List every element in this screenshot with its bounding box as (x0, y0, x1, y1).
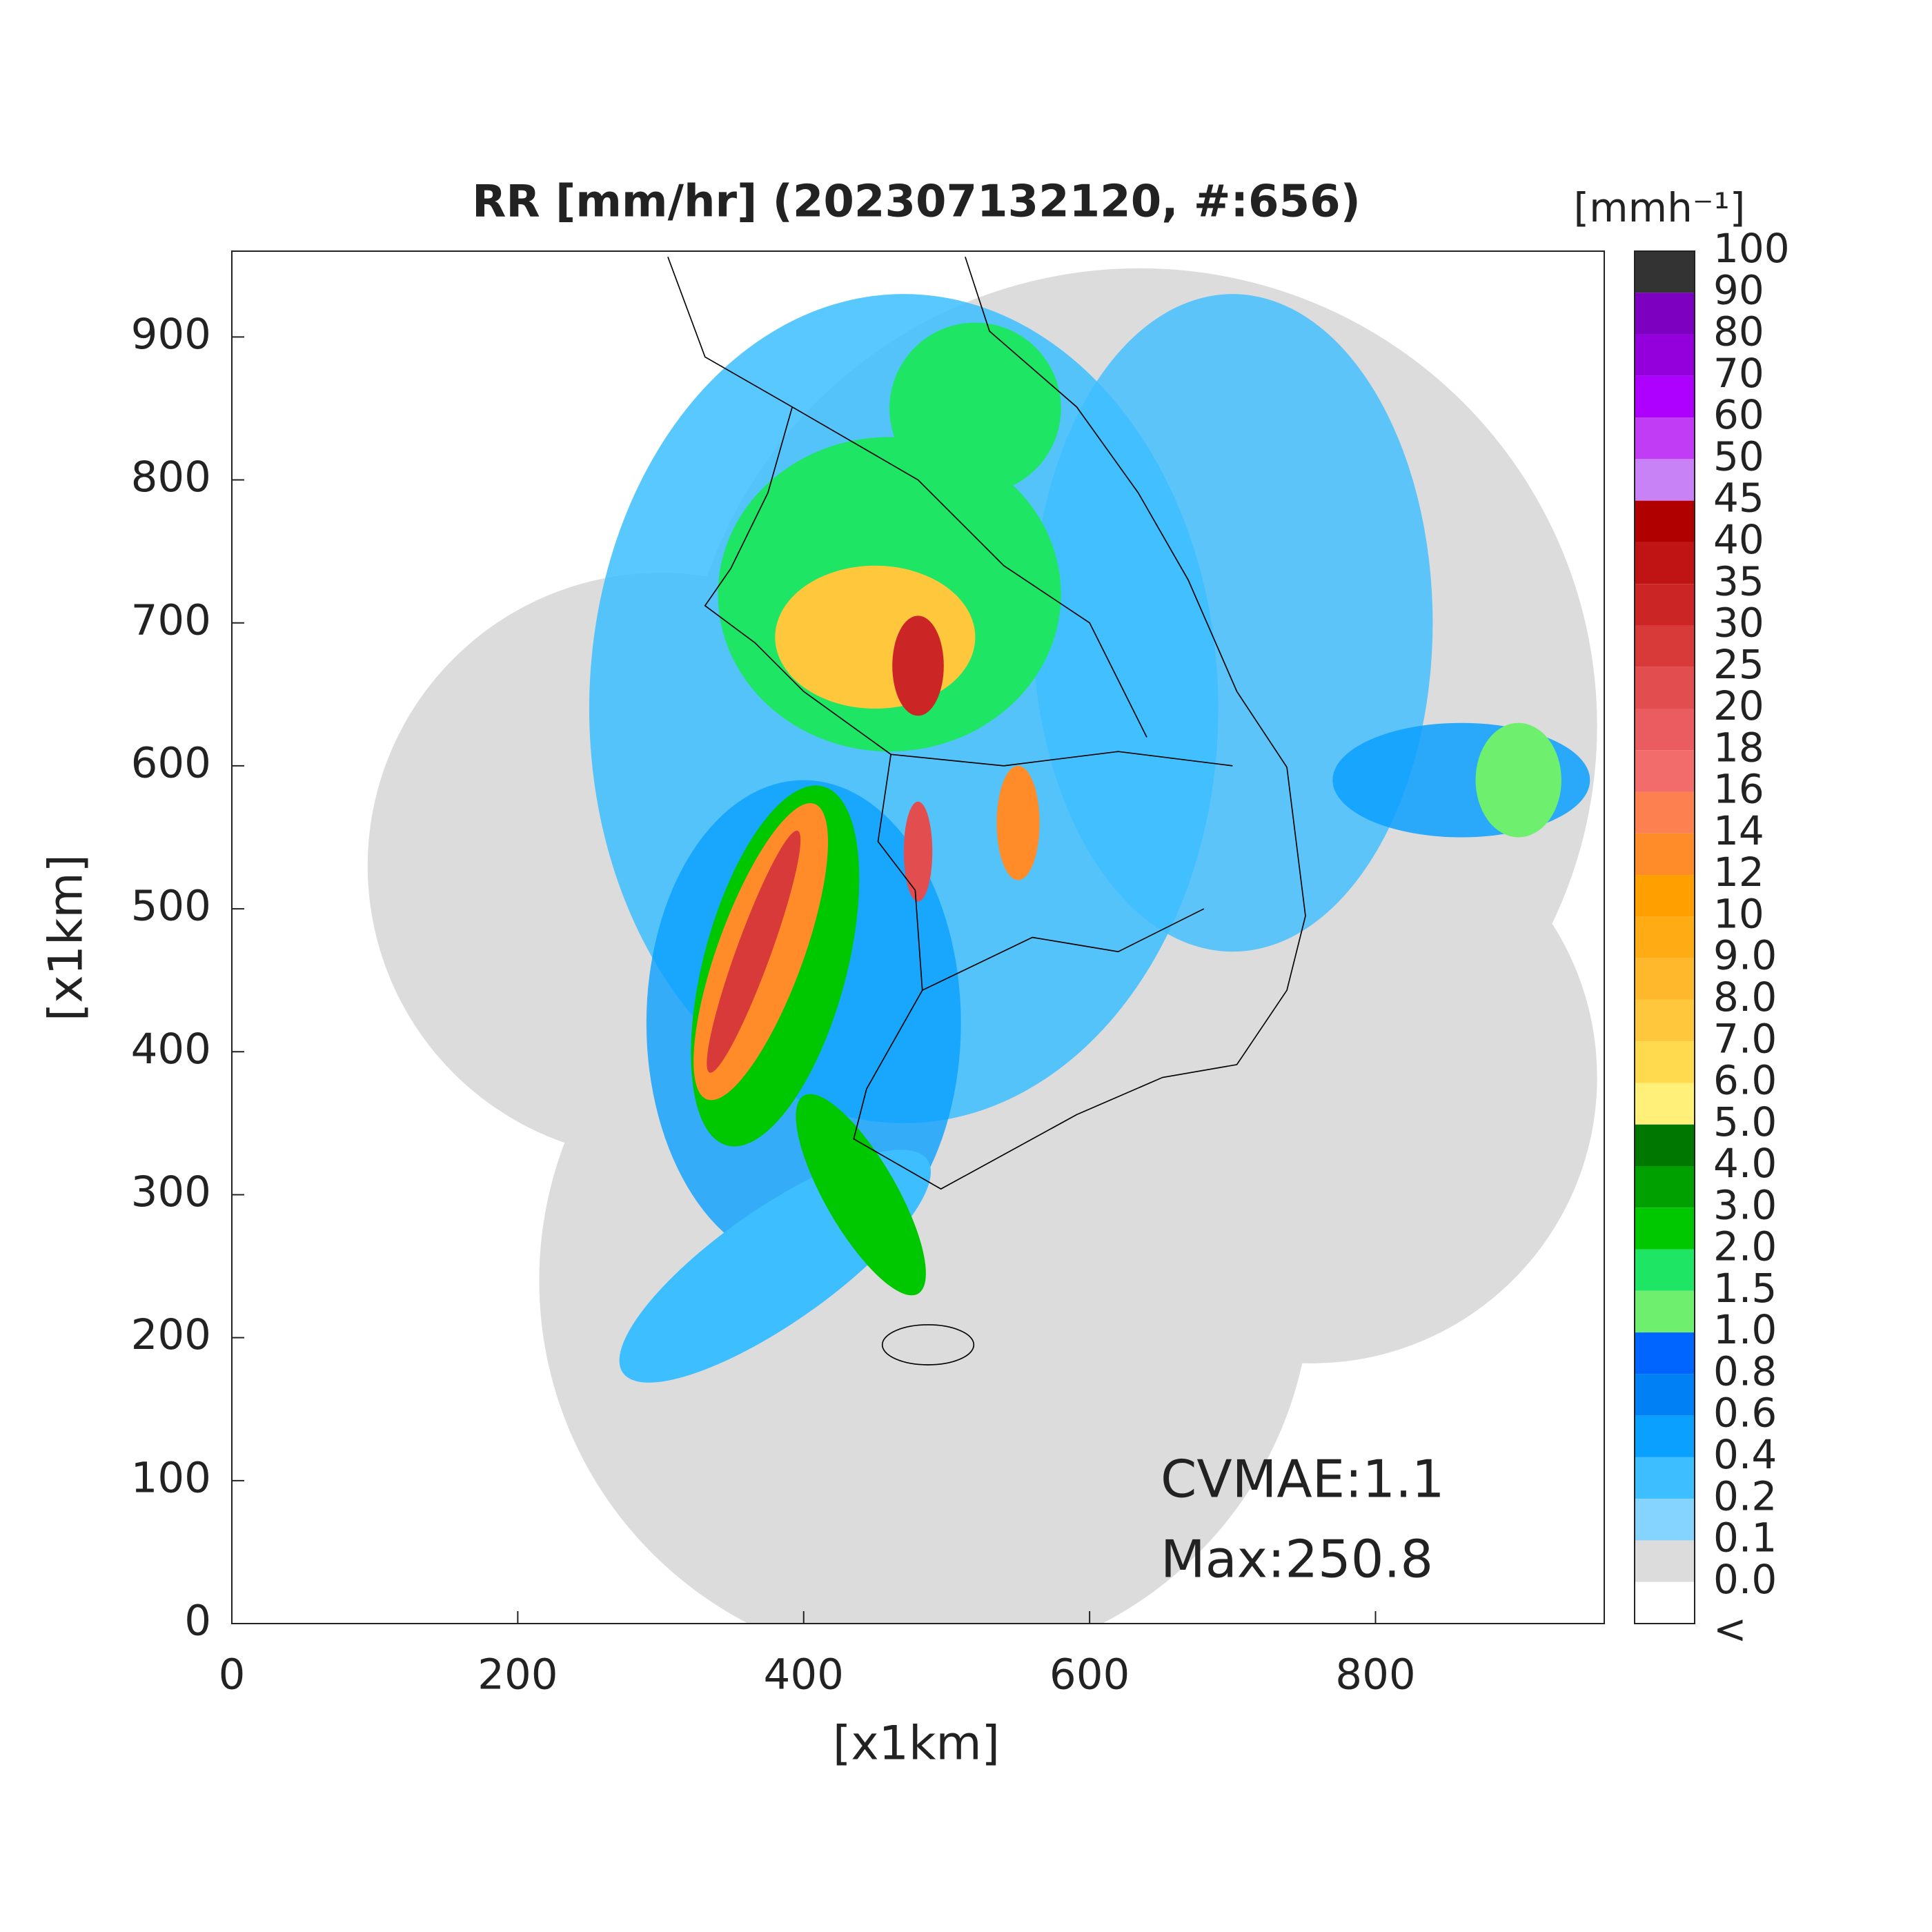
y-tick-label: 700 (131, 595, 211, 644)
annotation: CVMAE:1.1 (1161, 1449, 1445, 1510)
colorbar-under-label: < (1713, 1606, 1747, 1653)
colorbar-box (1635, 375, 1695, 418)
colorbar-box (1635, 334, 1695, 376)
colorbar-tick-label: 4.0 (1713, 1140, 1777, 1187)
colorbar-box (1635, 1208, 1695, 1250)
colorbar-tick-label: 60 (1713, 391, 1764, 438)
colorbar-tick-label: 2.0 (1713, 1223, 1777, 1270)
colorbar-label: [mmh⁻¹] (1574, 184, 1746, 231)
colorbar-tick-label: 1.5 (1713, 1265, 1777, 1312)
colorbar-box (1635, 459, 1695, 501)
x-tick-label: 800 (1335, 1650, 1415, 1699)
colorbar-tick-label: 0.4 (1713, 1431, 1777, 1478)
colorbar-tick-label: 5.0 (1713, 1098, 1777, 1145)
colorbar-tick-label: 7.0 (1713, 1015, 1777, 1062)
colorbar-frame (1634, 250, 1695, 1624)
colorbar-tick-label: 0.1 (1713, 1515, 1777, 1561)
y-tick-label: 0 (184, 1597, 211, 1646)
colorbar-tick-label: 20 (1713, 682, 1764, 729)
colorbar-box (1635, 625, 1695, 667)
colorbar-tick-label: 9.0 (1713, 932, 1777, 979)
y-tick-label: 900 (131, 310, 211, 359)
colorbar-box (1635, 1166, 1695, 1208)
title: RR [mm/hr] (202307132120, #:656) (472, 177, 1361, 228)
colorbar-box (1635, 1540, 1695, 1582)
colorbar-tick-label: 14 (1713, 807, 1764, 854)
colorbar-tick-label: 35 (1713, 558, 1764, 604)
colorbar-box (1635, 1332, 1695, 1374)
colorbar-box (1635, 251, 1695, 293)
colorbar-box (1635, 1457, 1695, 1499)
y-tick-label: 300 (131, 1167, 211, 1216)
colorbar-tick-label: 16 (1713, 766, 1764, 813)
annotation: Max:250.8 (1161, 1529, 1433, 1590)
colorbar-box (1635, 999, 1695, 1042)
x-axis-label: [x1km] (833, 1717, 1000, 1771)
colorbar-box (1635, 417, 1695, 460)
colorbar-box (1635, 1415, 1695, 1457)
colorbar-box (1635, 667, 1695, 709)
colorbar-box (1635, 1374, 1695, 1416)
colorbar-box (1635, 791, 1695, 834)
colorbar-tick-label: 0.2 (1713, 1472, 1777, 1519)
colorbar-tick-label: 0.6 (1713, 1390, 1777, 1437)
colorbar-tick-label: 90 (1713, 266, 1764, 313)
y-tick-label: 400 (131, 1025, 211, 1074)
y-tick-label: 600 (131, 738, 211, 787)
colorbar-tick-label: 45 (1713, 475, 1764, 522)
colorbar-tick-label: 6.0 (1713, 1057, 1777, 1104)
colorbar-box (1635, 750, 1695, 792)
colorbar-tick-label: 40 (1713, 516, 1764, 563)
colorbar-box (1635, 1581, 1695, 1624)
colorbar-box (1635, 584, 1695, 626)
colorbar-box (1635, 1290, 1695, 1333)
colorbar-tick-label: 30 (1713, 600, 1764, 647)
colorbar-box (1635, 1041, 1695, 1083)
rain-echo (589, 294, 1590, 1383)
y-tick-label: 800 (131, 453, 211, 502)
x-tick-label: 200 (477, 1650, 558, 1699)
colorbar-box (1635, 293, 1695, 335)
colorbar-box (1635, 1499, 1695, 1541)
x-tick-label: 600 (1049, 1650, 1130, 1699)
colorbar-tick-label: 0.0 (1713, 1556, 1777, 1603)
colorbar-box (1635, 958, 1695, 1000)
colorbar-tick-label: 0.8 (1713, 1348, 1777, 1394)
coastline (667, 256, 1306, 1366)
radar-field (367, 256, 1597, 1624)
colorbar-tick-label: 18 (1713, 724, 1764, 771)
colorbar-tick-label: 70 (1713, 350, 1764, 397)
x-tick-label: 0 (219, 1650, 246, 1699)
colorbar-tick-label: 3.0 (1713, 1181, 1777, 1228)
colorbar-box (1635, 709, 1695, 751)
colorbar-tick-label: 10 (1713, 890, 1764, 937)
colorbar-box (1635, 542, 1695, 584)
y-axis-label: [x1km] (39, 854, 94, 1021)
colorbar-box (1635, 916, 1695, 958)
colorbar-tick-label: 80 (1713, 308, 1764, 355)
colorbar-tick-label: 8.0 (1713, 974, 1777, 1021)
colorbar-tick-label: 25 (1713, 641, 1764, 688)
y-tick-label: 100 (131, 1453, 211, 1502)
y-tick-label: 200 (131, 1310, 211, 1359)
colorbar-tick-label: 12 (1713, 849, 1764, 896)
colorbar-box (1635, 875, 1695, 917)
axes-frame (231, 250, 1605, 1624)
colorbar-tick-label: 50 (1713, 433, 1764, 480)
colorbar-box (1635, 833, 1695, 876)
colorbar-tick-label: 1.0 (1713, 1306, 1777, 1353)
colorbar-box (1635, 500, 1695, 542)
x-tick-label: 400 (764, 1650, 844, 1699)
colorbar-box (1635, 1249, 1695, 1291)
colorbar-tick-label: 100 (1713, 225, 1790, 272)
colorbar-box (1635, 1083, 1695, 1125)
colorbar-box (1635, 1124, 1695, 1166)
y-tick-label: 500 (131, 882, 211, 931)
radar-layer (367, 256, 1597, 1624)
